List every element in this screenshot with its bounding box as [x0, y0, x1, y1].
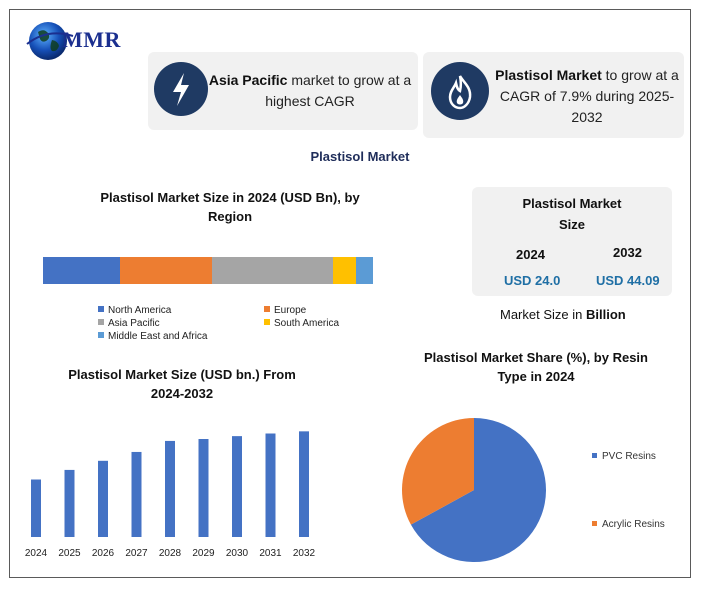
legend-label: North America [108, 305, 172, 316]
legend-swatch [264, 306, 270, 313]
legend-label: Acrylic Resins [602, 519, 665, 530]
infographic-frame [9, 9, 691, 578]
market-size-title-text: Plastisol Market Size [522, 196, 622, 232]
bar-2025 [64, 469, 75, 537]
value-2032: USD 44.09 [596, 273, 660, 288]
market-size-caption: Market Size in Billion [500, 307, 626, 322]
legend-item-europe: Europe [264, 305, 306, 316]
legend-item-south-america: South America [264, 318, 339, 329]
x-tick-label: 2029 [192, 548, 215, 559]
legend-item-asia-pacific: Asia Pacific [98, 318, 160, 329]
bar-2031 [265, 433, 276, 537]
legend-swatch [98, 319, 104, 326]
legend-item-middle-east-africa: Middle East and Africa [98, 331, 208, 342]
stack-segment-europe [120, 257, 213, 284]
x-tick-label: 2025 [58, 548, 81, 559]
pie-slice-acrylic-resins [402, 418, 474, 525]
callout-text: Plastisol Market to grow at a CAGR of 7.… [495, 65, 679, 128]
bar-2029 [198, 439, 209, 537]
caption-text: Market Size in [500, 307, 586, 322]
pie-slice-pvc-resins [410, 418, 546, 562]
bar-2032 [299, 431, 309, 537]
year-2032-label: 2032 [613, 245, 642, 260]
x-tick-label: 2032 [293, 548, 316, 559]
pie-chart-title: Plastisol Market Share (%), by Resin Typ… [424, 350, 648, 384]
callout-highlight: Plastisol Market [495, 67, 602, 83]
lightning-icon [173, 73, 189, 106]
bar-2027 [131, 451, 142, 537]
callout-body: market to grow at a highest CAGR [265, 72, 412, 109]
market-size-box: Plastisol Market Size 2024 2032 USD 24.0… [472, 187, 672, 296]
globe-logo-icon [26, 22, 74, 60]
legend-label: Europe [274, 305, 307, 316]
legend-swatch [264, 319, 270, 326]
bar-2030 [232, 436, 242, 537]
stack-segment-north-america [43, 257, 121, 284]
brand-logo-text: MMR [62, 27, 121, 52]
legend-swatch [592, 452, 597, 458]
resin-pie-chart [402, 418, 546, 562]
market-size-title: Plastisol Market Size [472, 193, 672, 235]
callout-icon-badge [431, 62, 489, 120]
legend-item-north-america: North America [98, 305, 171, 316]
bar-2028 [165, 440, 175, 537]
x-tick-label: 2027 [125, 548, 148, 559]
callout-icon-badge [154, 62, 208, 116]
x-tick-label: 2030 [226, 548, 249, 559]
legend-label: Middle East and Africa [108, 331, 208, 342]
legend-label: PVC Resins [602, 451, 656, 462]
pie-legend-item-pvc: PVC Resins [592, 451, 656, 462]
callout-highlight: Asia Pacific [208, 72, 288, 88]
caption-unit: Billion [585, 307, 626, 322]
region-chart-title: Plastisol Market Size in 2024 (USD Bn), … [100, 190, 360, 224]
growth-chart-title: Plastisol Market Size (USD bn.) From 202… [68, 367, 296, 401]
x-tick-label: 2026 [92, 548, 115, 559]
callout-asia-pacific: Asia Pacific market to grow at a highest… [148, 52, 418, 130]
x-tick-label: 2028 [159, 548, 182, 559]
callout-cagr: Plastisol Market to grow at a CAGR of 7.… [423, 52, 684, 138]
year-2024-label: 2024 [516, 247, 545, 262]
callout-text: Asia Pacific market to grow at a highest… [204, 70, 416, 112]
callout-body: to grow at a CAGR of 7.9% during 2025-20… [499, 67, 679, 125]
flame-icon [448, 75, 472, 110]
legend-label: Asia Pacific [108, 318, 160, 329]
legend-label: South America [274, 318, 340, 329]
region-stacked-bar [43, 257, 373, 284]
growth-bar-chart: 2024 2025 2026 2027 2028 2029 2030 2031 2032 [25, 431, 316, 559]
stack-segment-asia-pacific [212, 257, 334, 284]
legend-swatch [98, 332, 104, 339]
legend-swatch [592, 520, 597, 526]
stack-segment-south-america [333, 257, 357, 284]
stack-segment-middle-east-and-africa [356, 257, 373, 284]
x-tick-label: 2031 [259, 548, 282, 559]
page-title: Plastisol Market [310, 149, 410, 164]
bar-2026 [98, 460, 108, 537]
value-2024: USD 24.0 [504, 273, 561, 288]
legend-swatch [98, 306, 104, 313]
x-tick-label: 2024 [25, 548, 48, 559]
pie-legend-item-acrylic: Acrylic Resins [592, 519, 665, 530]
bar-2024 [31, 479, 41, 537]
